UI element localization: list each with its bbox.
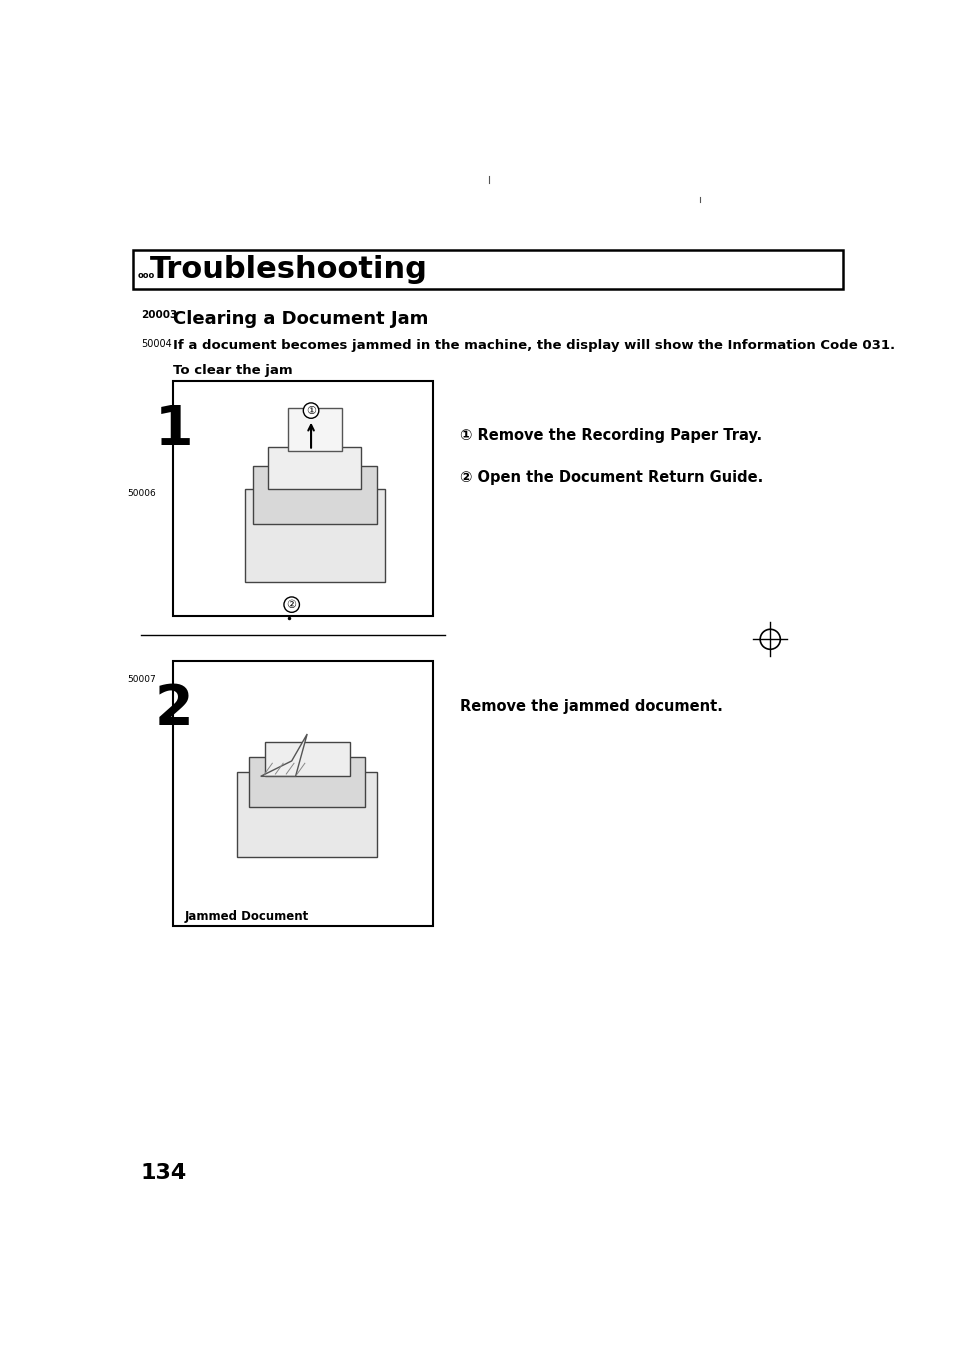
Polygon shape	[260, 734, 307, 776]
Text: 50006: 50006	[127, 490, 155, 498]
Bar	[173, 382, 433, 616]
Circle shape	[284, 596, 299, 612]
Text: ① Remove the Recording Paper Tray.: ① Remove the Recording Paper Tray.	[459, 428, 761, 442]
Text: Troubleshooting: Troubleshooting	[150, 255, 428, 285]
Text: 2: 2	[154, 683, 193, 737]
Text: ②: ②	[287, 599, 296, 610]
Circle shape	[303, 403, 318, 418]
Text: Jammed Document: Jammed Document	[185, 909, 309, 923]
Circle shape	[760, 629, 780, 649]
Bar	[288, 409, 342, 451]
Text: If a document becomes jammed in the machine, the display will show the Informati: If a document becomes jammed in the mach…	[173, 339, 895, 352]
Text: Remove the jammed document.: Remove the jammed document.	[459, 699, 722, 715]
Text: Clearing a Document Jam: Clearing a Document Jam	[173, 310, 429, 328]
Text: 50004: 50004	[141, 339, 172, 349]
Bar	[237, 773, 376, 857]
Bar	[249, 757, 365, 807]
Bar	[245, 490, 384, 581]
Bar	[268, 447, 361, 490]
Bar	[173, 661, 433, 927]
Text: 20003: 20003	[141, 310, 177, 320]
Text: 50007: 50007	[127, 674, 155, 684]
Text: ①: ①	[306, 406, 315, 415]
Bar	[133, 251, 842, 289]
Text: ② Open the Document Return Guide.: ② Open the Document Return Guide.	[459, 469, 762, 484]
Bar	[264, 742, 350, 776]
Text: 134: 134	[141, 1163, 187, 1183]
Text: To clear the jam: To clear the jam	[173, 364, 293, 376]
Bar	[253, 465, 376, 523]
Text: 1: 1	[154, 403, 193, 457]
Text: ooo: ooo	[137, 271, 155, 281]
